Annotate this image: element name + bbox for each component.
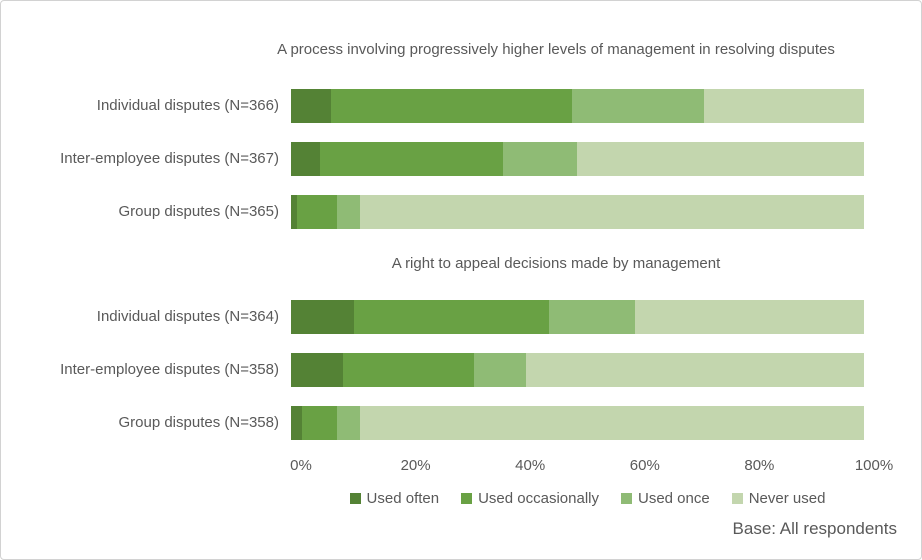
bar-row-label: Group disputes (N=365) bbox=[118, 203, 279, 220]
bar-segment-used-occasionally bbox=[354, 300, 549, 334]
bar-track bbox=[291, 195, 864, 229]
bar-segment-used-once bbox=[571, 89, 704, 123]
bar-segment-used-often bbox=[291, 406, 303, 440]
bar-track bbox=[291, 353, 864, 387]
bar-segment-never-used bbox=[634, 300, 864, 334]
bar-row-label: Individual disputes (N=364) bbox=[96, 308, 279, 325]
legend-marker-icon bbox=[349, 493, 361, 504]
bar-row-label: Group disputes (N=358) bbox=[118, 414, 279, 431]
bar-segment-never-used bbox=[359, 195, 864, 229]
legend: Used often Used occasionally Used once Neve… bbox=[301, 490, 874, 507]
bar-segment-never-used bbox=[703, 89, 864, 123]
group-rows: Individual disputes (N=364) Inter-employe… bbox=[1, 273, 921, 440]
base-note: Base: All respondents bbox=[732, 519, 897, 538]
bar-row: Inter-employee disputes (N=358) bbox=[1, 353, 921, 387]
bar-segment-used-often bbox=[291, 89, 332, 123]
x-axis-tick: 0% bbox=[290, 457, 312, 474]
legend-marker-icon bbox=[731, 493, 743, 504]
bar-segment-used-occasionally bbox=[342, 353, 475, 387]
legend-item-used-occasionally: Used occasionally bbox=[461, 490, 599, 507]
legend-label: Never used bbox=[748, 490, 826, 507]
bar-segment-used-occasionally bbox=[319, 142, 503, 176]
legend-label: Used often bbox=[366, 490, 440, 507]
bar-row-label: Individual disputes (N=366) bbox=[96, 97, 279, 114]
bar-row-label: Inter-employee disputes (N=358) bbox=[60, 361, 279, 378]
legend-marker-icon bbox=[461, 493, 473, 504]
bar-row: Individual disputes (N=364) bbox=[1, 300, 921, 334]
bar-track bbox=[291, 89, 864, 123]
legend-item-used-once: Used once bbox=[621, 490, 710, 507]
group-title: A process involving progressively higher… bbox=[277, 41, 835, 58]
legend-label: Used occasionally bbox=[478, 490, 599, 507]
bar-segment-used-occasionally bbox=[302, 406, 337, 440]
bar-row: Group disputes (N=365) bbox=[1, 195, 921, 229]
bar-segment-used-once bbox=[503, 142, 578, 176]
bar-segment-used-occasionally bbox=[331, 89, 572, 123]
legend-label: Used once bbox=[638, 490, 710, 507]
bar-track bbox=[291, 142, 864, 176]
bar-track bbox=[291, 300, 864, 334]
bar-segment-used-often bbox=[291, 142, 320, 176]
bar-segment-never-used bbox=[359, 406, 864, 440]
bar-track bbox=[291, 406, 864, 440]
bar-segment-never-used bbox=[525, 353, 864, 387]
x-axis-tick: 100% bbox=[854, 457, 894, 474]
x-axis-tick: 40% bbox=[515, 457, 546, 474]
bar-row-label: Inter-employee disputes (N=367) bbox=[60, 150, 279, 167]
chart-group-management-process: A process involving progressively higher… bbox=[1, 41, 921, 248]
bar-segment-used-once bbox=[474, 353, 526, 387]
bar-segment-never-used bbox=[577, 142, 864, 176]
chart-group-right-to-appeal: A right to appeal decisions made by mana… bbox=[1, 255, 921, 459]
bar-segment-used-often bbox=[291, 300, 355, 334]
x-axis-tick: 60% bbox=[629, 457, 660, 474]
legend-item-used-often: Used often bbox=[349, 490, 440, 507]
bar-segment-used-occasionally bbox=[296, 195, 337, 229]
group-title: A right to appeal decisions made by mana… bbox=[391, 255, 721, 272]
bar-segment-used-often bbox=[291, 195, 297, 229]
bar-row: Individual disputes (N=366) bbox=[1, 89, 921, 123]
group-rows: Individual disputes (N=366) Inter-employe… bbox=[1, 59, 921, 229]
x-axis-tick: 80% bbox=[744, 457, 775, 474]
x-axis-tick: 20% bbox=[400, 457, 431, 474]
bar-segment-used-once bbox=[336, 195, 360, 229]
legend-marker-icon bbox=[621, 493, 632, 504]
bar-row: Inter-employee disputes (N=367) bbox=[1, 142, 921, 176]
legend-item-never-used: Never used bbox=[731, 490, 826, 507]
bar-segment-used-often bbox=[291, 353, 343, 387]
bar-segment-used-once bbox=[336, 406, 360, 440]
bar-segment-used-once bbox=[548, 300, 635, 334]
x-axis: 0% 20% 40% 60% 80% 100% bbox=[290, 457, 893, 475]
bar-row: Group disputes (N=358) bbox=[1, 406, 921, 440]
